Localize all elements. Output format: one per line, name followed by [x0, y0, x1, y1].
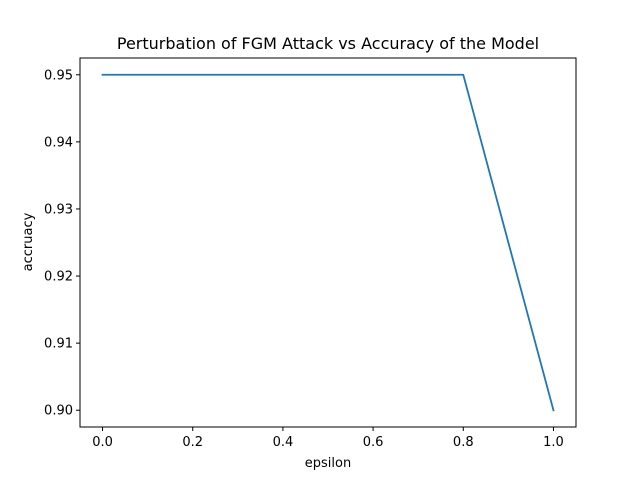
x-tick-label: 0.4 [273, 435, 294, 450]
x-tick-label: 0.6 [363, 435, 384, 450]
y-tick-label: 0.92 [44, 270, 73, 285]
y-tick-label: 0.93 [44, 202, 73, 217]
y-tick-label: 0.91 [44, 337, 73, 352]
y-axis-label: accruacy [21, 212, 36, 271]
plot-area [101, 73, 555, 412]
y-tick-label: 0.94 [44, 135, 73, 150]
series-line [101, 73, 555, 412]
x-tick-label: 0.2 [182, 435, 203, 450]
x-tick-label: 0.8 [453, 435, 474, 450]
x-axis-label: epsilon [305, 456, 351, 471]
x-axis: 0.0 0.2 0.4 0.6 0.8 1.0 [92, 427, 564, 450]
chart-title: Perturbation of FGM Attack vs Accuracy o… [117, 34, 539, 53]
x-tick-label: 1.0 [543, 435, 564, 450]
plot-frame [79, 57, 577, 428]
y-axis: 0.90 0.91 0.92 0.93 0.94 0.95 [44, 68, 80, 419]
y-tick-label: 0.90 [44, 404, 73, 419]
y-tick-label: 0.95 [44, 68, 73, 83]
x-tick-label: 0.0 [92, 435, 113, 450]
